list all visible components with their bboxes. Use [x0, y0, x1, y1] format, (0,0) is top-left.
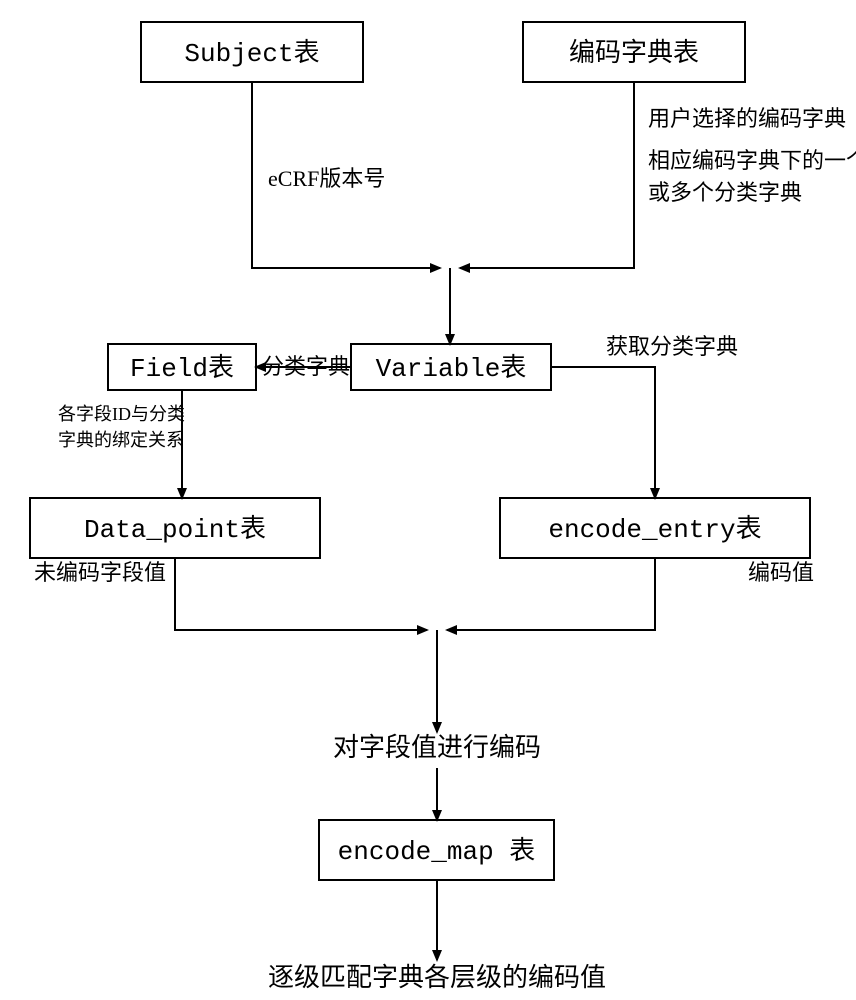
- node-subject-label: Subject表: [184, 38, 319, 69]
- label-unencoded: 未编码字段值: [34, 560, 166, 585]
- node-encmap: encode_map 表: [319, 820, 554, 880]
- node-datapoint-label: Data_point表: [84, 514, 266, 545]
- label-one-or-more-1: 相应编码字典下的一个: [648, 148, 856, 173]
- node-field-label: Field表: [130, 353, 234, 384]
- text-match-levels: 逐级匹配字典各层级的编码值: [268, 963, 606, 992]
- label-bind-1: 各字段ID与分类: [58, 404, 185, 424]
- node-field: Field表: [108, 344, 256, 390]
- node-codedict: 编码字典表: [523, 22, 745, 82]
- node-variable: Variable表: [351, 344, 551, 390]
- label-one-or-more-2: 或多个分类字典: [648, 180, 802, 205]
- node-variable-label: Variable表: [376, 353, 527, 384]
- label-get-cls: 获取分类字典: [606, 334, 738, 359]
- node-datapoint: Data_point表: [30, 498, 320, 558]
- label-user-sel: 用户选择的编码字典: [648, 106, 846, 131]
- node-encentry-label: encode_entry表: [548, 514, 761, 545]
- node-subject: Subject表: [141, 22, 363, 82]
- label-encoded: 编码值: [748, 560, 814, 585]
- node-encentry: encode_entry表: [500, 498, 810, 558]
- flowchart-canvas: Subject表 编码字典表 Field表 Variable表 Data_poi…: [0, 0, 856, 1000]
- label-ecrf: eCRF版本号: [268, 166, 385, 191]
- label-bind-2: 字典的绑定关系: [58, 430, 184, 450]
- node-codedict-label: 编码字典表: [569, 38, 699, 69]
- text-encode-fields: 对字段值进行编码: [333, 733, 541, 762]
- node-encmap-label: encode_map 表: [338, 836, 536, 867]
